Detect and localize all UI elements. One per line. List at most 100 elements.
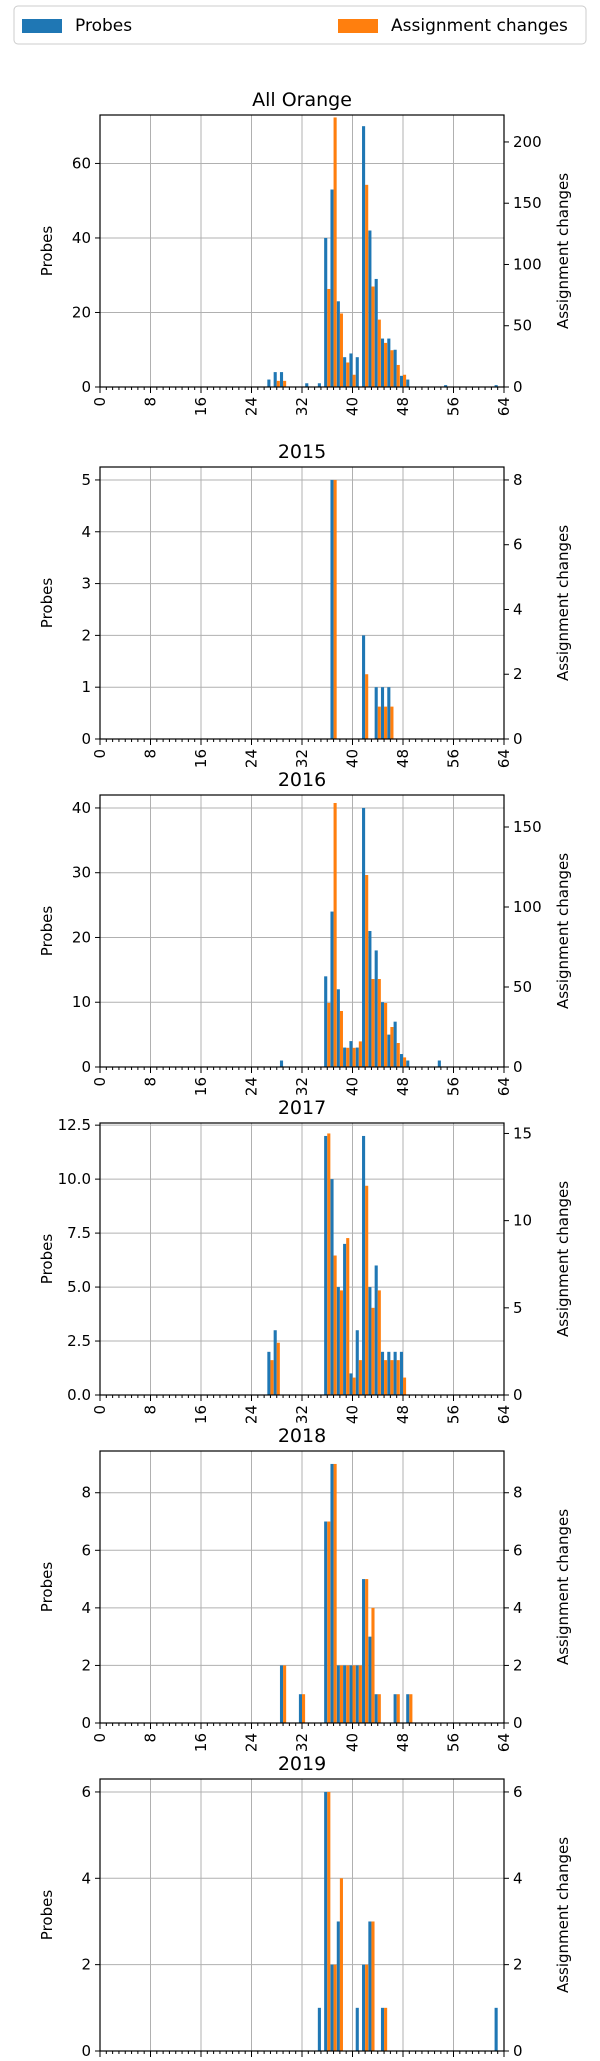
- assignment-bar: [352, 374, 356, 387]
- y2-tick-label: 0: [513, 1714, 523, 1732]
- x-tick-label: 0: [91, 397, 109, 407]
- y-tick-label: 0: [81, 1058, 91, 1076]
- probes-bar: [374, 687, 378, 739]
- probes-bar: [362, 807, 366, 1067]
- probes-bar: [343, 1243, 347, 1395]
- y-tick-label: 0: [81, 2042, 91, 2060]
- x-tick-label: 24: [243, 1733, 261, 1752]
- probes-bar: [362, 1579, 366, 1723]
- y-axis-label: Probes: [38, 906, 56, 957]
- x-tick-label: 24: [243, 1077, 261, 1096]
- probes-bar: [374, 950, 378, 1067]
- legend-label-1: Probes: [75, 16, 132, 36]
- x-tick-label: 64: [495, 1405, 513, 1424]
- y-tick-label: 5.0: [67, 1278, 91, 1296]
- y2-tick-label: 0: [513, 730, 523, 748]
- assignment-bar: [403, 374, 407, 387]
- chart-title: All Orange: [252, 89, 352, 111]
- chart-4: 0 8 16 24 32 40 48 56 64 0.0 2.5 5.0 7.5 10.0 12.5 0 5 10…: [38, 1097, 572, 1424]
- assignment-bar: [346, 362, 350, 387]
- probes-bar: [336, 1665, 340, 1723]
- assignment-bar: [384, 342, 388, 387]
- probes-bar: [362, 1964, 366, 2051]
- probes-bar: [374, 1265, 378, 1395]
- assignment-bar: [365, 1964, 369, 2051]
- x-tick-label: 56: [445, 1077, 463, 1096]
- legend-frame: [13, 5, 587, 45]
- assignment-bar: [390, 350, 394, 387]
- assignment-bar: [352, 1665, 356, 1723]
- y-tick-label: 20: [72, 928, 91, 946]
- x-tick-label: 48: [394, 1733, 412, 1752]
- x-tick-label: 8: [142, 1733, 160, 1743]
- y-tick-label: 1: [81, 678, 91, 696]
- x-tick-label: 16: [192, 1405, 210, 1424]
- assignment-bar: [371, 286, 375, 387]
- x-tick-label: 32: [293, 397, 311, 416]
- y2-tick-label: 100: [513, 898, 542, 916]
- assignment-bar: [270, 1360, 274, 1395]
- y2-tick-label: 5: [513, 1299, 523, 1317]
- probes-bar: [494, 2007, 498, 2051]
- y2-tick-label: 6: [513, 1541, 523, 1559]
- y2-tick-label: 50: [513, 978, 532, 996]
- x-tick-label: 32: [293, 749, 311, 768]
- probes-bar: [324, 976, 328, 1067]
- probes-bar: [267, 1351, 271, 1395]
- probes-bar: [273, 372, 277, 387]
- x-tick-label: 40: [344, 1405, 362, 1424]
- probes-bar: [279, 372, 284, 387]
- probes-bar: [399, 1351, 403, 1395]
- assignment-bar: [327, 1003, 331, 1067]
- probes-bar: [362, 126, 366, 387]
- y-tick-label: 6: [81, 1541, 91, 1559]
- assignment-bar: [339, 1011, 343, 1067]
- y2-tick-label: 2: [513, 665, 523, 683]
- assignment-bar: [390, 1027, 394, 1067]
- assignment-bar: [384, 1360, 388, 1395]
- assignment-bar: [352, 1377, 356, 1395]
- assignment-bar: [346, 1047, 350, 1067]
- y2-tick-label: 15: [513, 1124, 532, 1142]
- y2-axis-label: Assignment changes: [554, 1837, 572, 1993]
- assignment-bar: [390, 706, 394, 739]
- probes-bar: [330, 1179, 334, 1395]
- probes-bar: [330, 189, 334, 387]
- assignment-bar: [396, 1043, 400, 1067]
- x-tick-label: 48: [394, 1077, 412, 1096]
- y-tick-label: 2: [81, 1956, 91, 1974]
- assignment-bar: [358, 1665, 362, 1723]
- y2-tick-label: 200: [513, 133, 542, 151]
- probes-bar: [355, 1665, 359, 1723]
- x-tick-label: 40: [344, 397, 362, 416]
- y2-tick-label: 4: [513, 600, 523, 618]
- y2-axis-label: Assignment changes: [554, 173, 572, 329]
- probes-bar: [406, 379, 410, 387]
- y2-tick-label: 4: [513, 1869, 523, 1887]
- probes-bar: [324, 237, 328, 387]
- assignment-bar: [352, 1047, 356, 1067]
- probes-bar: [362, 1135, 366, 1395]
- assignment-bar: [339, 1665, 343, 1723]
- assignment-bar: [276, 380, 280, 387]
- assignment-bar: [365, 184, 369, 387]
- assignment-bar: [333, 117, 337, 388]
- assignment-bar: [365, 1579, 369, 1723]
- y2-tick-label: 4: [513, 1599, 523, 1617]
- y-tick-label: 40: [72, 229, 91, 247]
- probes-bar: [317, 383, 321, 387]
- y-axis-label: Probes: [38, 578, 56, 629]
- x-tick-label: 64: [495, 1733, 513, 1752]
- probes-bar: [349, 353, 353, 387]
- probes-bar: [324, 1521, 328, 1723]
- y-tick-label: 30: [72, 864, 91, 882]
- assignment-bar: [377, 1694, 381, 1723]
- assignment-bar: [384, 706, 388, 739]
- assignment-bar: [276, 1342, 280, 1395]
- assignment-bar: [339, 1290, 343, 1395]
- assignment-bar: [396, 364, 400, 387]
- probes-bar: [393, 1694, 397, 1723]
- probes-bar: [387, 1034, 391, 1067]
